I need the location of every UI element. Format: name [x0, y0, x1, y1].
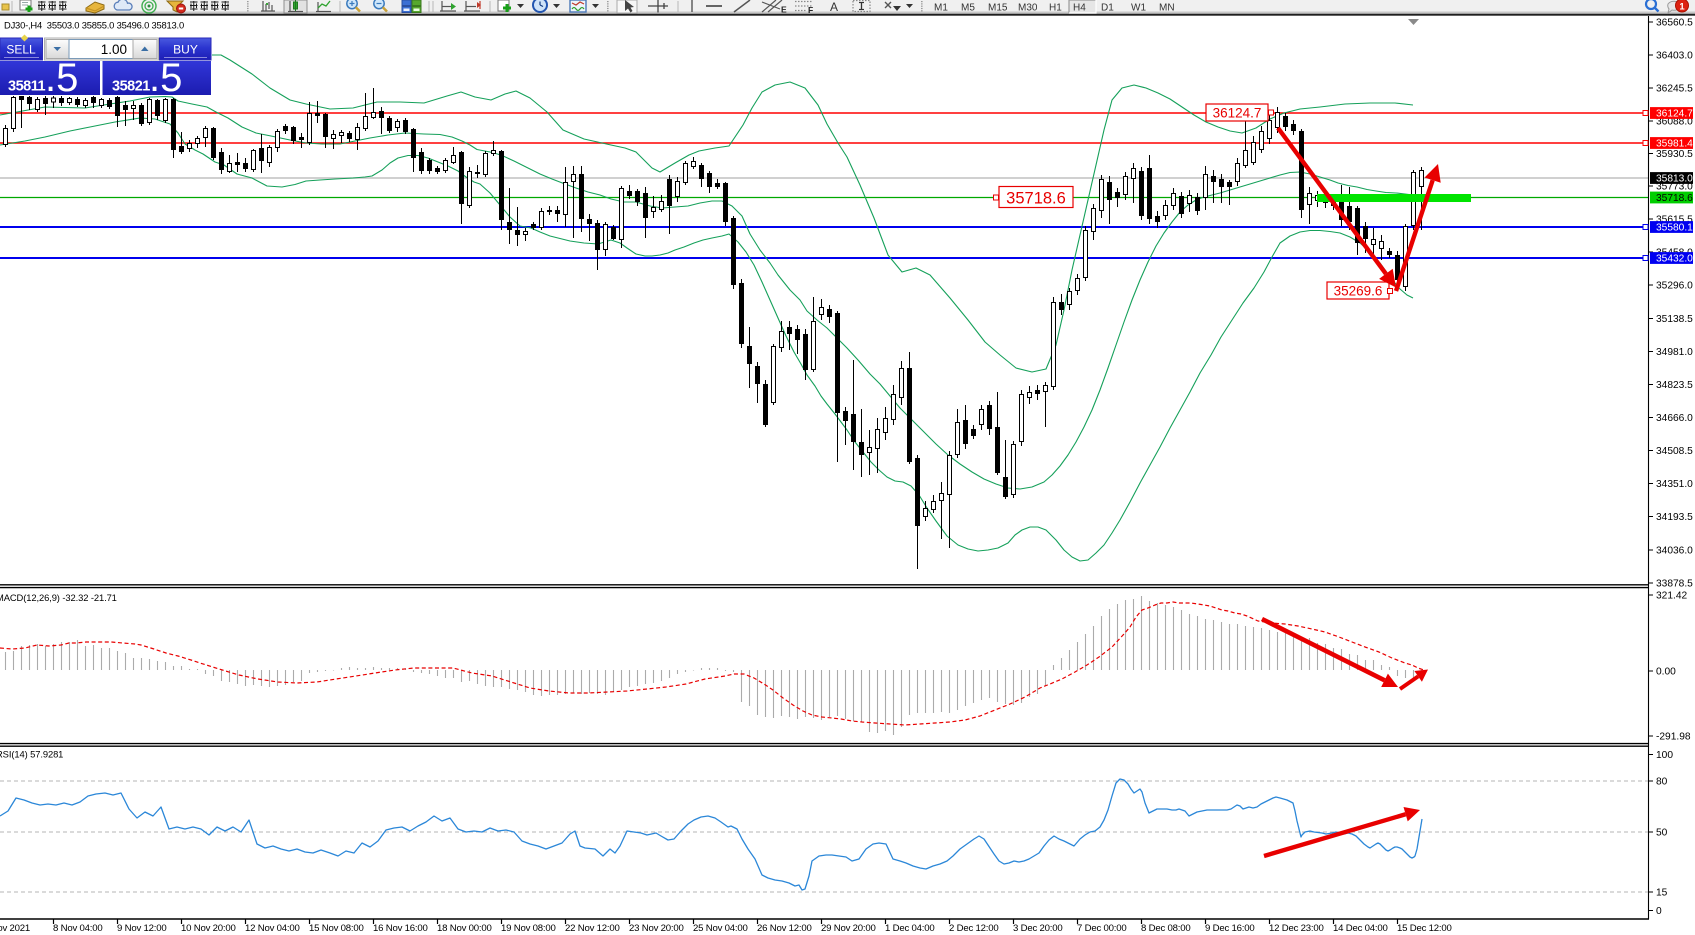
- svg-text:80: 80: [1656, 777, 1668, 788]
- svg-text:MN: MN: [1159, 3, 1175, 14]
- svg-text:34351.0: 34351.0: [1656, 479, 1693, 490]
- svg-text:9 Dec 16:00: 9 Dec 16:00: [1205, 923, 1255, 934]
- svg-text:34036.0: 34036.0: [1656, 546, 1693, 557]
- svg-text:321.42: 321.42: [1656, 591, 1687, 602]
- svg-text:34508.5: 34508.5: [1656, 446, 1693, 457]
- svg-text:35718.6: 35718.6: [1656, 193, 1693, 204]
- svg-text:35821: 35821: [112, 79, 150, 95]
- svg-text:BUY: BUY: [173, 43, 198, 57]
- svg-text:RSI(14) 57.9281: RSI(14) 57.9281: [0, 749, 63, 760]
- svg-text:36560.5: 36560.5: [1656, 18, 1693, 29]
- svg-text:34823.5: 34823.5: [1656, 380, 1693, 391]
- svg-text:0: 0: [1656, 906, 1662, 917]
- svg-text:35773.0: 35773.0: [1656, 182, 1693, 193]
- svg-text:8 Dec 08:00: 8 Dec 08:00: [1141, 923, 1191, 934]
- svg-text:35138.5: 35138.5: [1656, 314, 1693, 325]
- svg-text:E: E: [781, 5, 787, 15]
- svg-text:14 Dec 04:00: 14 Dec 04:00: [1333, 923, 1388, 934]
- svg-text:34193.5: 34193.5: [1656, 512, 1693, 523]
- svg-text:36403.0: 36403.0: [1656, 51, 1693, 62]
- svg-text:36088.0: 36088.0: [1656, 117, 1693, 128]
- svg-text:16 Nov 16:00: 16 Nov 16:00: [373, 923, 428, 934]
- svg-text:1 Dec 04:00: 1 Dec 04:00: [885, 923, 935, 934]
- svg-text:35718.6: 35718.6: [1006, 190, 1066, 208]
- svg-text:0.00: 0.00: [1656, 667, 1676, 678]
- svg-text:12 Dec 23:00: 12 Dec 23:00: [1269, 923, 1324, 934]
- svg-text:M15: M15: [988, 3, 1008, 14]
- svg-text:MACD(12,26,9) -32.32 -21.71: MACD(12,26,9) -32.32 -21.71: [0, 592, 117, 603]
- svg-text:18 Nov 00:00: 18 Nov 00:00: [437, 923, 492, 934]
- svg-text:H4: H4: [1073, 3, 1086, 14]
- svg-text:36245.5: 36245.5: [1656, 84, 1693, 95]
- svg-text:7 Dec 00:00: 7 Dec 00:00: [1077, 923, 1127, 934]
- svg-text:35811: 35811: [8, 79, 45, 95]
- svg-text:15: 15: [1656, 888, 1668, 899]
- svg-text:25 Nov 04:00: 25 Nov 04:00: [693, 923, 748, 934]
- svg-text:10 Nov 20:00: 10 Nov 20:00: [181, 923, 236, 934]
- svg-text:35269.6: 35269.6: [1334, 284, 1383, 299]
- svg-text:35580.1: 35580.1: [1656, 223, 1693, 234]
- svg-text:12 Nov 04:00: 12 Nov 04:00: [245, 923, 300, 934]
- svg-text:A: A: [830, 0, 838, 14]
- svg-text:3 Dec 20:00: 3 Dec 20:00: [1013, 923, 1063, 934]
- svg-text:35981.4: 35981.4: [1656, 139, 1693, 150]
- svg-text:M30: M30: [1018, 3, 1038, 14]
- svg-text:9 Nov 12:00: 9 Nov 12:00: [117, 923, 167, 934]
- svg-text:19 Nov 08:00: 19 Nov 08:00: [501, 923, 556, 934]
- svg-text:5 Nov 2021: 5 Nov 2021: [0, 923, 30, 934]
- svg-text:35296.0: 35296.0: [1656, 281, 1693, 292]
- svg-text:2 Dec 12:00: 2 Dec 12:00: [949, 923, 999, 934]
- svg-text:29 Nov 20:00: 29 Nov 20:00: [821, 923, 876, 934]
- svg-text:1: 1: [1679, 2, 1685, 13]
- svg-text:15 Dec 12:00: 15 Dec 12:00: [1397, 923, 1452, 934]
- svg-text:D1: D1: [1101, 3, 1114, 14]
- svg-text:35432.0: 35432.0: [1656, 254, 1693, 265]
- svg-text:W1: W1: [1131, 3, 1146, 14]
- svg-text:35615.5: 35615.5: [1656, 215, 1693, 226]
- svg-text:.5: .5: [149, 56, 182, 100]
- svg-text:F: F: [808, 5, 813, 15]
- svg-text:15 Nov 08:00: 15 Nov 08:00: [309, 923, 364, 934]
- svg-text:33878.5: 33878.5: [1656, 579, 1693, 590]
- svg-text:8 Nov 04:00: 8 Nov 04:00: [53, 923, 103, 934]
- svg-text:M1: M1: [934, 3, 948, 14]
- svg-text:50: 50: [1656, 828, 1668, 839]
- svg-text:22 Nov 12:00: 22 Nov 12:00: [565, 923, 620, 934]
- svg-text:34666.0: 34666.0: [1656, 413, 1693, 424]
- svg-text:23 Nov 20:00: 23 Nov 20:00: [629, 923, 684, 934]
- svg-text:35813.0: 35813.0: [1656, 174, 1693, 185]
- svg-text:SELL: SELL: [6, 43, 36, 57]
- svg-text:35930.5: 35930.5: [1656, 149, 1693, 160]
- svg-text:H1: H1: [1049, 3, 1062, 14]
- svg-text:DJ30-,H4 35503.0 35855.0 3549: DJ30-,H4 35503.0 35855.0 35496.0 35813.0: [4, 20, 184, 31]
- svg-text:36124.7: 36124.7: [1213, 106, 1262, 121]
- svg-text:34981.0: 34981.0: [1656, 347, 1693, 358]
- svg-text:26 Nov 12:00: 26 Nov 12:00: [757, 923, 812, 934]
- svg-text:-291.98: -291.98: [1656, 732, 1691, 743]
- svg-text:36124.7: 36124.7: [1656, 109, 1693, 120]
- svg-text:.5: .5: [45, 56, 78, 100]
- svg-text:M5: M5: [961, 3, 975, 14]
- svg-text:100: 100: [1656, 750, 1673, 761]
- svg-text:1.00: 1.00: [101, 42, 127, 57]
